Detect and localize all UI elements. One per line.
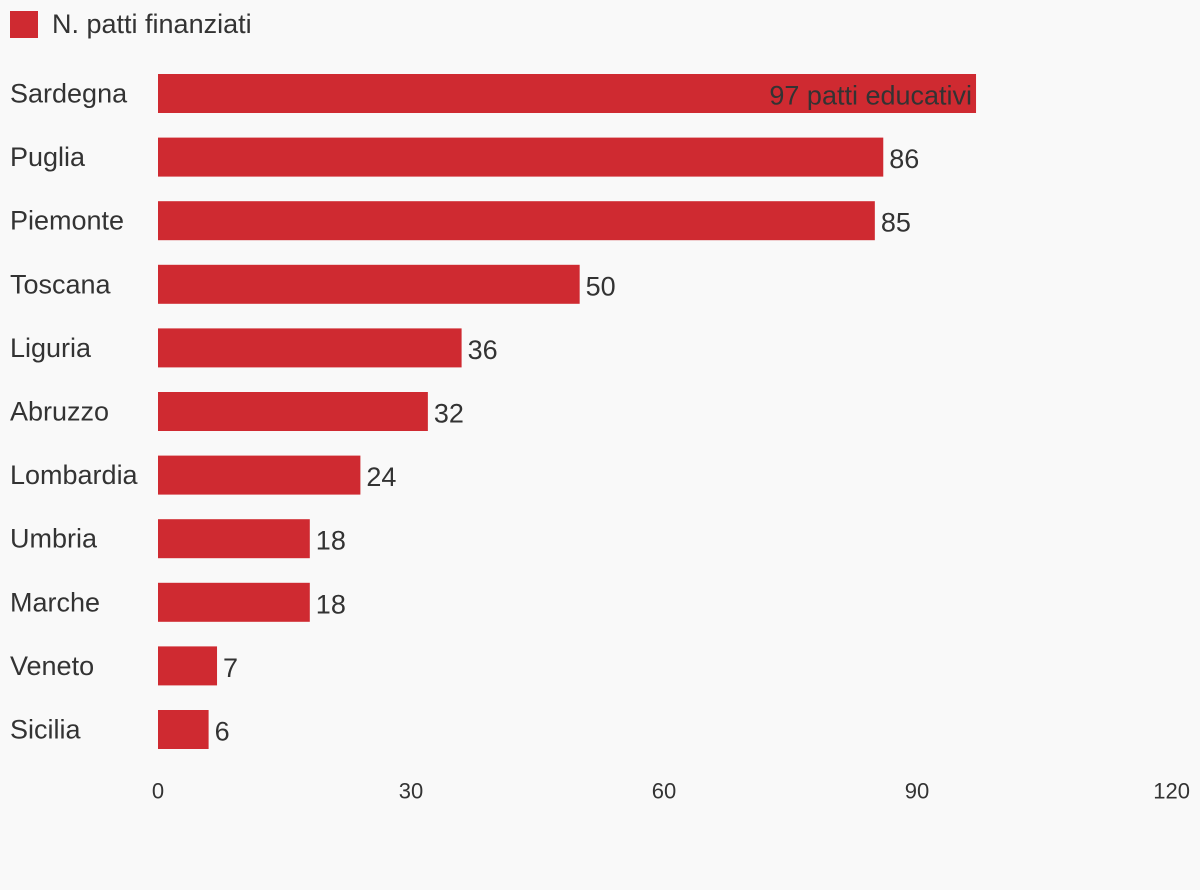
category-label: Sardegna	[10, 79, 128, 109]
x-tick-label: 90	[905, 779, 929, 804]
bar	[158, 582, 310, 622]
x-tick-label: 120	[1153, 779, 1190, 804]
bar	[158, 74, 977, 113]
category-label: Puglia	[10, 142, 86, 172]
data-label: 24	[366, 462, 396, 492]
bar	[158, 328, 462, 368]
bar	[158, 519, 310, 559]
category-label: Abruzzo	[10, 397, 109, 427]
data-label: 6	[215, 717, 230, 747]
bar	[158, 137, 884, 177]
data-label: 85	[881, 208, 911, 238]
category-label: Liguria	[10, 333, 92, 363]
bar	[158, 264, 580, 304]
bar	[158, 455, 361, 495]
data-label: 50	[586, 271, 616, 301]
category-label: Lombardia	[10, 460, 139, 490]
data-label: 7	[223, 653, 238, 683]
category-label: Umbria	[10, 524, 98, 554]
x-tick-label: 0	[152, 779, 164, 804]
category-label: Sicilia	[10, 715, 82, 745]
category-label: Veneto	[10, 651, 94, 681]
category-label: Toscana	[10, 269, 112, 299]
data-label: 32	[434, 399, 464, 429]
data-label: 36	[468, 335, 498, 365]
bar	[158, 392, 428, 431]
legend: N. patti finanziati	[10, 9, 252, 39]
x-tick-label: 30	[399, 779, 423, 804]
data-label: 18	[316, 526, 346, 556]
x-tick-label: 60	[652, 779, 676, 804]
category-label: Marche	[10, 587, 100, 617]
bar	[158, 201, 875, 241]
legend-label: N. patti finanziati	[52, 9, 252, 39]
category-label: Piemonte	[10, 206, 124, 236]
data-label: 97 patti educativi	[769, 81, 972, 111]
data-label: 18	[316, 589, 346, 619]
legend-swatch	[10, 10, 38, 38]
bar	[158, 646, 218, 686]
data-label: 86	[889, 144, 919, 174]
bar	[158, 710, 209, 749]
